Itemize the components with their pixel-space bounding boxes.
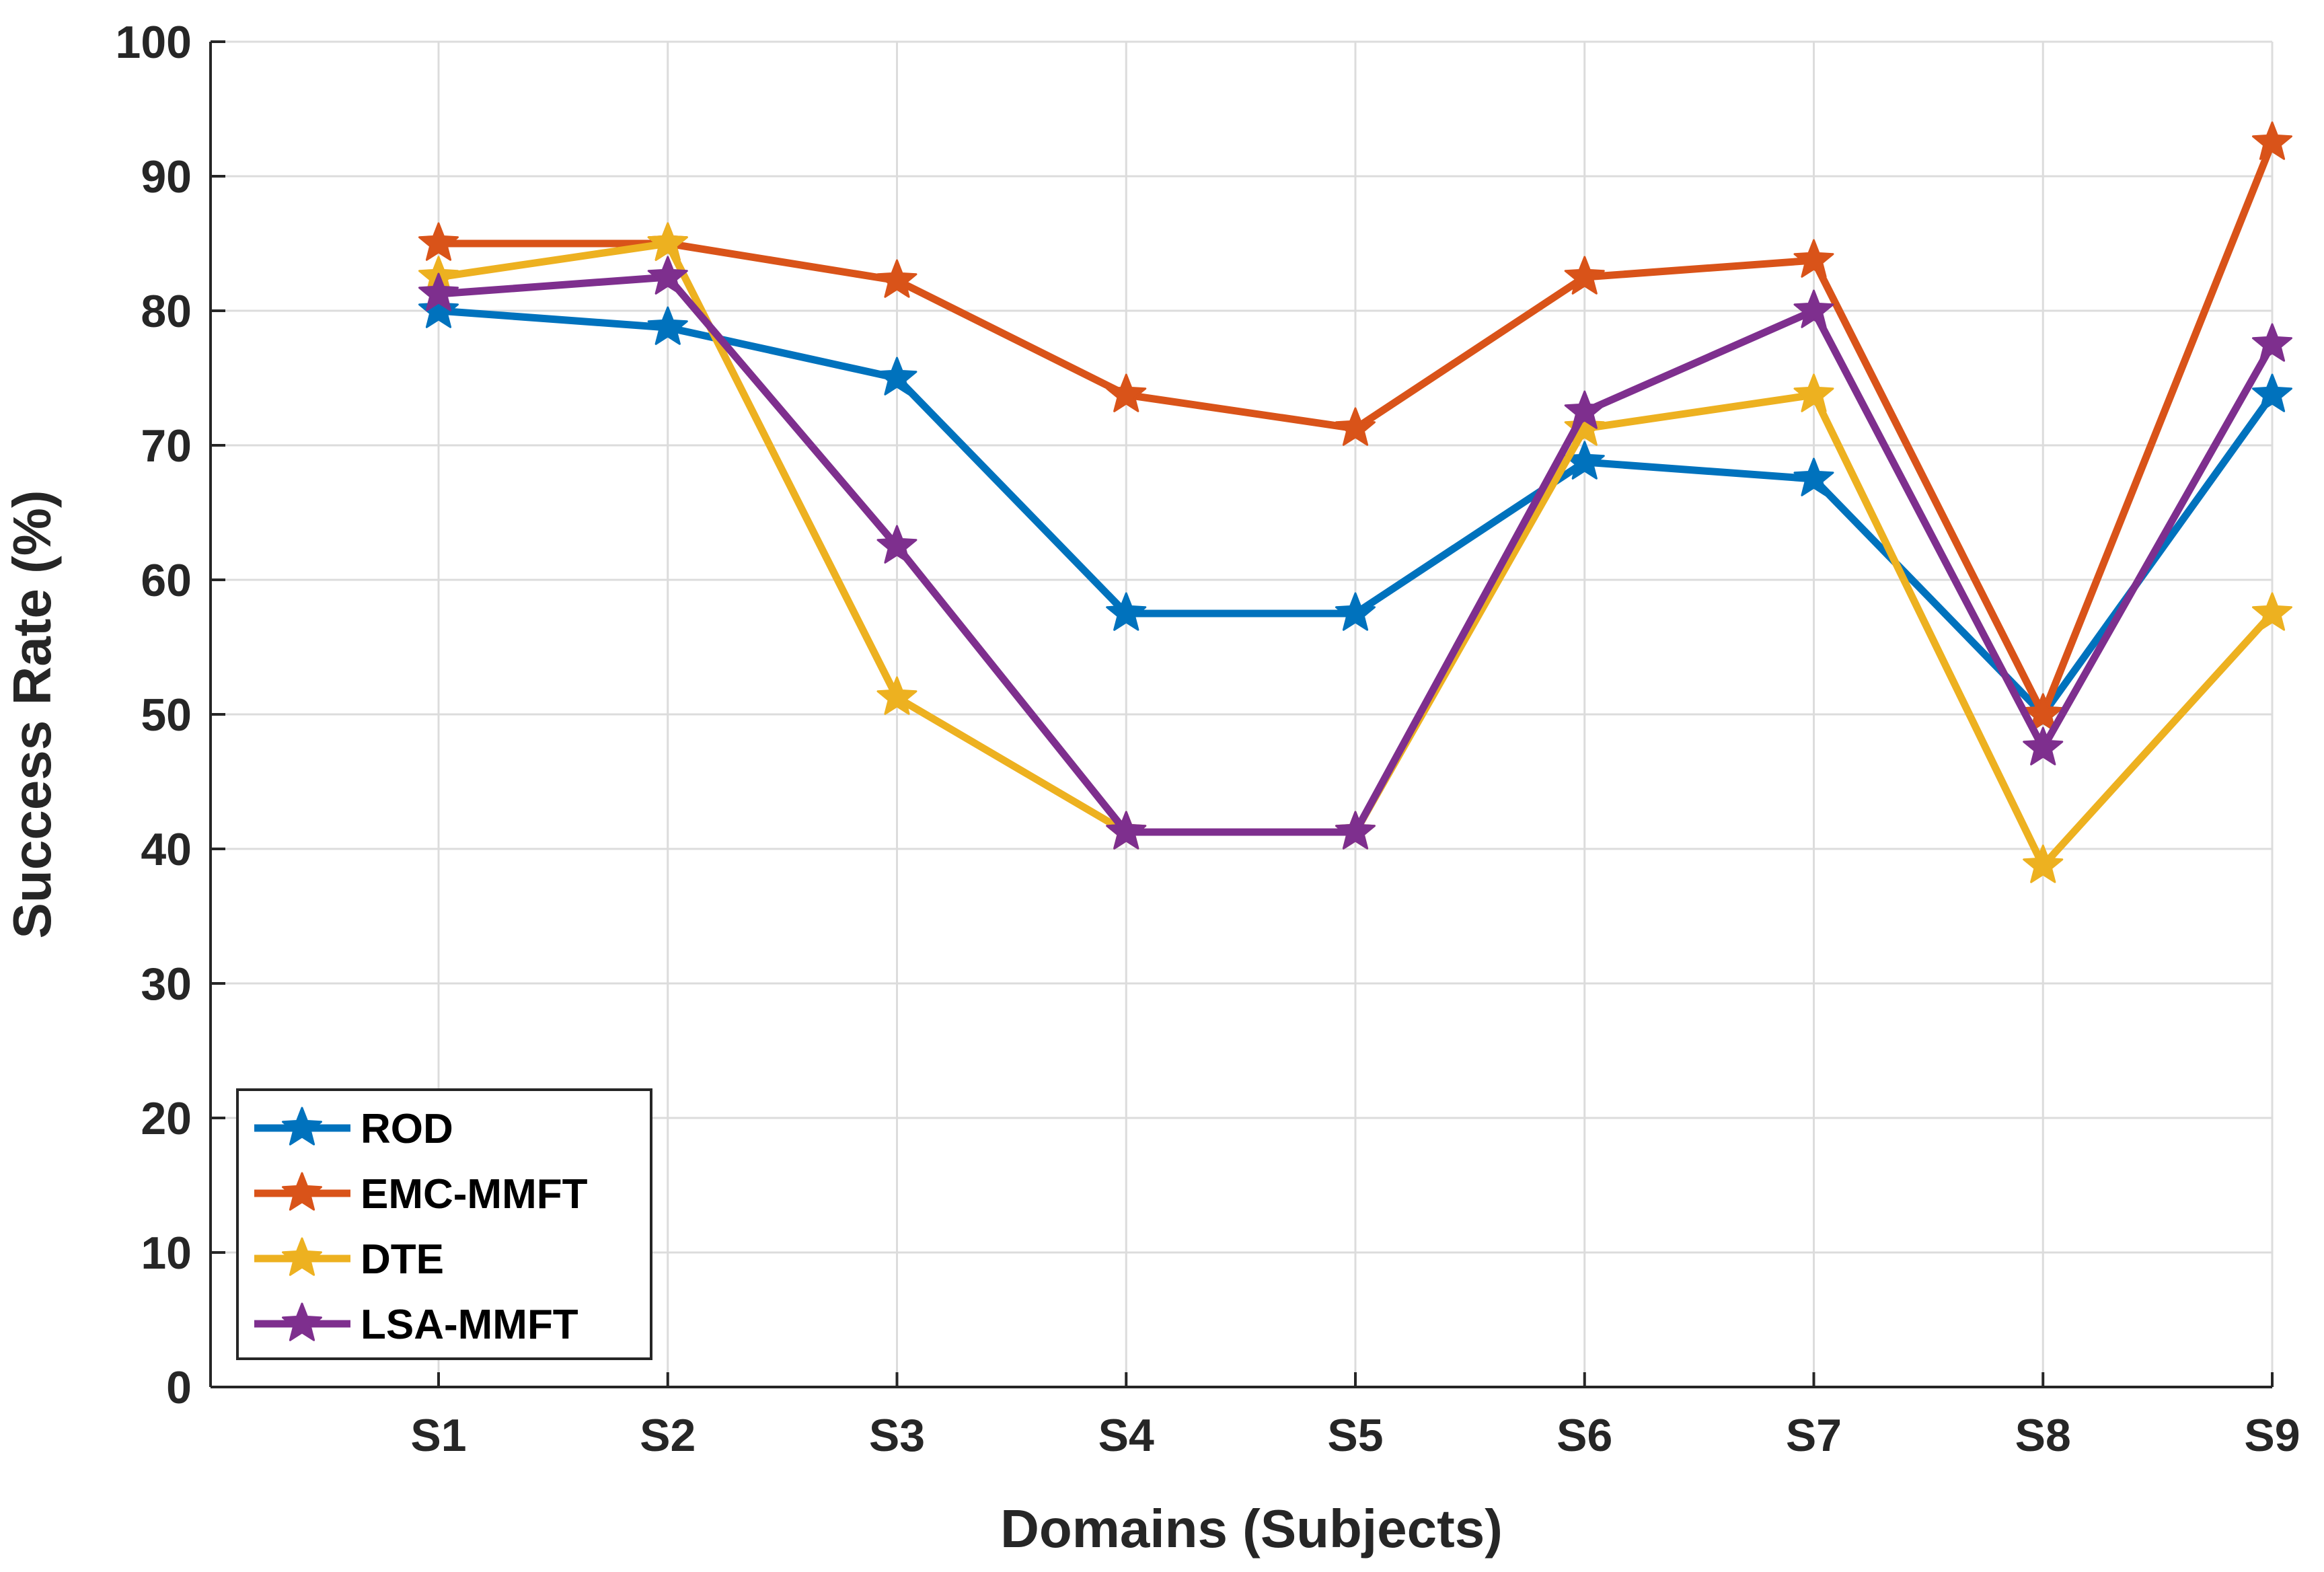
legend-label: ROD <box>361 1106 453 1152</box>
data-point-marker <box>1793 373 1834 412</box>
data-point-marker <box>1335 811 1376 850</box>
legend-marker <box>282 1172 322 1211</box>
y-tick-label: 0 <box>166 1362 192 1413</box>
legend-item: DTE <box>254 1236 444 1283</box>
legend-label: LSA-MMFT <box>361 1302 578 1348</box>
series <box>418 121 2292 883</box>
legend-marker <box>282 1107 322 1146</box>
y-tick-label: 100 <box>116 17 192 68</box>
x-tick-label: S6 <box>1557 1410 1612 1461</box>
y-tick-label: 20 <box>141 1093 192 1144</box>
legend-marker <box>282 1237 322 1276</box>
data-point-marker <box>1793 289 1834 328</box>
y-tick-label: 30 <box>141 959 192 1010</box>
y-tick-label: 80 <box>141 286 192 337</box>
data-point-marker <box>1564 256 1605 295</box>
data-point-marker <box>2252 373 2292 412</box>
data-point-marker <box>2252 121 2292 160</box>
x-tick-label: S4 <box>1098 1410 1154 1461</box>
x-tick-label: S8 <box>2015 1410 2071 1461</box>
data-point-marker <box>2023 844 2064 883</box>
data-point-marker <box>418 272 459 311</box>
series-emc-mmft <box>418 121 2292 732</box>
data-point-marker <box>1335 592 1376 631</box>
legend-label: EMC-MMFT <box>361 1171 588 1218</box>
series-lsa-mmft <box>418 256 2292 850</box>
data-point-marker <box>647 222 688 261</box>
data-point-marker <box>1106 811 1147 850</box>
y-tick-label: 60 <box>141 555 192 606</box>
legend-item: ROD <box>254 1106 453 1152</box>
data-point-marker <box>2252 323 2292 362</box>
data-point-marker <box>2252 592 2292 631</box>
y-tick-label: 50 <box>141 689 192 741</box>
legend-item: EMC-MMFT <box>254 1171 588 1218</box>
data-point-marker <box>876 525 917 564</box>
legend-label: DTE <box>361 1236 444 1283</box>
data-point-marker <box>2023 726 2064 765</box>
data-point-marker <box>647 256 688 295</box>
legend-marker <box>282 1302 322 1341</box>
data-point-marker <box>1793 457 1834 496</box>
data-point-marker <box>876 676 917 715</box>
data-point-marker <box>1335 407 1376 446</box>
data-point-marker <box>2023 693 2064 732</box>
x-tick-label: S1 <box>410 1410 466 1461</box>
x-tick-label: S9 <box>2244 1410 2300 1461</box>
y-axis-title: Success Rate (%) <box>2 490 62 939</box>
data-point-marker <box>1564 390 1605 429</box>
x-tick-label: S3 <box>869 1410 925 1461</box>
legend: ROD EMC-MMFT DTE LSA-MMFT <box>236 1088 652 1360</box>
x-tick-label: S7 <box>1786 1410 1842 1461</box>
data-point-marker <box>1106 592 1147 631</box>
data-point-marker <box>1793 239 1834 278</box>
data-point-marker <box>876 259 917 298</box>
x-tick-label: S5 <box>1327 1410 1383 1461</box>
data-point-marker <box>1106 373 1147 412</box>
data-point-marker <box>1564 407 1605 446</box>
axes: 0 10 20 30 40 50 60 70 80 90 100 S1 S2 S3 S4 S5 S6 S7 S8 S9 <box>116 17 2300 1461</box>
data-point-marker <box>418 222 459 261</box>
data-point-marker <box>418 289 459 328</box>
x-tick-label: S2 <box>640 1410 696 1461</box>
data-point-marker <box>647 306 688 345</box>
data-point-marker <box>876 357 917 396</box>
y-tick-label: 10 <box>141 1228 192 1279</box>
y-tick-label: 90 <box>141 151 192 202</box>
y-tick-label: 40 <box>141 824 192 875</box>
x-axis-title: Domains (Subjects) <box>1000 1499 1503 1559</box>
legend-item: LSA-MMFT <box>254 1302 578 1348</box>
y-tick-label: 70 <box>141 420 192 472</box>
